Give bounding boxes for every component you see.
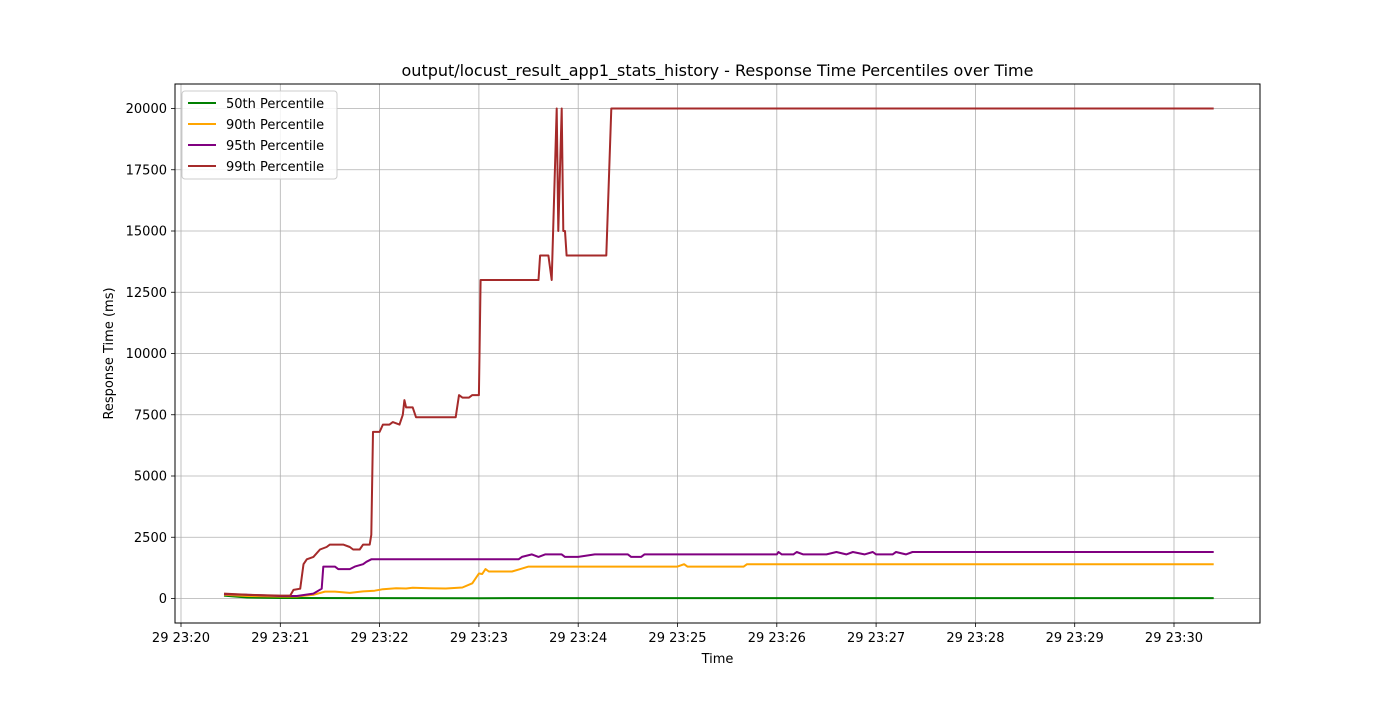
- y-tick-label: 17500: [126, 163, 167, 178]
- x-tick-label: 29 23:25: [648, 631, 706, 646]
- y-tick-label: 2500: [134, 531, 167, 546]
- x-axis-label: Time: [701, 652, 734, 667]
- legend-entry-label: 50th Percentile: [226, 97, 324, 112]
- grid: [175, 84, 1260, 623]
- y-tick-label: 15000: [126, 225, 167, 240]
- series-line-4: [223, 107, 1214, 597]
- x-tick-label: 29 23:23: [450, 631, 508, 646]
- y-tick-label: 20000: [126, 102, 167, 117]
- x-tick-label: 29 23:26: [748, 631, 806, 646]
- x-tick-label: 29 23:29: [1046, 631, 1104, 646]
- x-tick-label: 29 23:28: [946, 631, 1004, 646]
- legend-entry-label: 90th Percentile: [226, 118, 324, 133]
- y-tick-label: 5000: [134, 470, 167, 485]
- legend-box: [181, 90, 338, 180]
- x-tick-label: 29 23:20: [152, 631, 210, 646]
- y-tick-label: 7500: [134, 408, 167, 423]
- x-tick-label: 29 23:22: [351, 631, 409, 646]
- series-line-1: [223, 594, 1214, 600]
- y-tick-label: 0: [159, 592, 167, 607]
- y-tick-label: 10000: [126, 347, 167, 362]
- chart-title: output/locust_result_app1_stats_history …: [402, 61, 1034, 81]
- x-tick-label: 29 23:27: [847, 631, 905, 646]
- series-line-2: [223, 563, 1214, 598]
- legend: 50th Percentile 90th Percentile 95th Perce…: [181, 90, 338, 180]
- x-tick-label: 29 23:24: [549, 631, 607, 646]
- legend-entry-label: 99th Percentile: [226, 160, 324, 175]
- legend-entry-label: 95th Percentile: [226, 139, 324, 154]
- series-lines: [223, 107, 1214, 600]
- x-tick-label: 29 23:30: [1145, 631, 1203, 646]
- series-line-3: [223, 551, 1214, 597]
- x-axis-ticks: 29 23:20 29 23:21 29 23:22 29 23:23 29 23:24…: [152, 623, 1203, 646]
- x-tick-label: 29 23:21: [251, 631, 309, 646]
- y-tick-label: 12500: [126, 286, 167, 301]
- y-axis-ticks: 0 2500 5000 7500 10000 12500 15000 17500 20000: [126, 102, 175, 607]
- y-axis-label: Response Time (ms): [102, 287, 117, 419]
